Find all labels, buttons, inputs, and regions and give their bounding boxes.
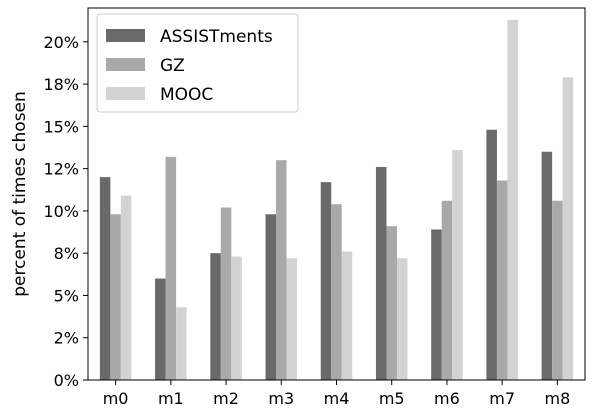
legend-label-gz: GZ <box>160 56 185 76</box>
y-tick-label: 20% <box>43 33 79 52</box>
y-axis: 0% 2% 5% 8% 10% 12% 15% 18% 20% <box>43 33 88 390</box>
x-tick-label: m0 <box>103 389 129 408</box>
bar-assistments-m0 <box>99 177 111 380</box>
y-tick-label: 10% <box>43 202 79 221</box>
x-tick-label: m4 <box>324 389 350 408</box>
x-tick-label: m1 <box>158 389 184 408</box>
bar-assistments-m8 <box>541 151 553 380</box>
bar-gz-m3 <box>276 160 287 380</box>
bar-gz-m1 <box>165 156 177 380</box>
y-tick-label: 5% <box>54 286 79 305</box>
bar-mooc-m1 <box>176 307 187 380</box>
bar-mooc-m5 <box>396 258 408 380</box>
y-tick-label: 18% <box>43 75 79 94</box>
bar-mooc-m2 <box>231 256 242 380</box>
legend: ASSISTments GZ MOOC <box>96 13 299 113</box>
bars-layer <box>99 19 574 381</box>
legend-swatch-assistments <box>106 29 145 42</box>
y-tick-label: 2% <box>54 329 79 348</box>
bar-gz-m7 <box>496 180 508 380</box>
legend-swatch-mooc <box>106 87 145 100</box>
bar-gz-m0 <box>110 214 121 380</box>
y-axis-label: percent of times chosen <box>10 91 30 297</box>
bar-assistments-m2 <box>210 253 221 380</box>
bar-gz-m6 <box>441 200 453 380</box>
bar-assistments-m5 <box>375 166 387 380</box>
y-tick-label: 15% <box>43 117 79 136</box>
x-axis: m0 m1 m2 m3 m4 m5 m6 m7 m8 <box>103 380 571 408</box>
legend-label-assistments: ASSISTments <box>160 27 273 47</box>
bar-gz-m4 <box>331 204 342 380</box>
bar-assistments-m4 <box>320 182 332 380</box>
bar-assistments-m1 <box>155 278 166 380</box>
bar-mooc-m0 <box>120 195 132 380</box>
bar-mooc-m3 <box>286 258 298 380</box>
bar-gz-m8 <box>552 200 563 380</box>
bar-mooc-m4 <box>341 251 353 380</box>
legend-swatch-gz <box>106 58 145 71</box>
bar-mooc-m7 <box>507 19 518 381</box>
y-tick-label: 0% <box>54 371 79 390</box>
bar-mooc-m8 <box>562 77 574 380</box>
x-tick-label: m8 <box>545 389 571 408</box>
x-tick-label: m7 <box>489 389 515 408</box>
bar-gz-m2 <box>220 207 232 380</box>
bar-assistments-m6 <box>431 229 442 380</box>
legend-label-mooc: MOOC <box>160 85 213 105</box>
y-tick-label: 8% <box>54 244 79 263</box>
x-tick-label: m3 <box>268 389 294 408</box>
x-tick-label: m6 <box>434 389 460 408</box>
bar-assistments-m3 <box>265 214 277 380</box>
legend-box <box>96 13 299 113</box>
x-tick-label: m5 <box>379 389 405 408</box>
bar-gz-m5 <box>386 226 397 380</box>
x-tick-label: m2 <box>213 389 239 408</box>
bar-assistments-m7 <box>486 129 497 380</box>
bar-mooc-m6 <box>452 150 463 380</box>
y-tick-label: 12% <box>43 160 79 179</box>
